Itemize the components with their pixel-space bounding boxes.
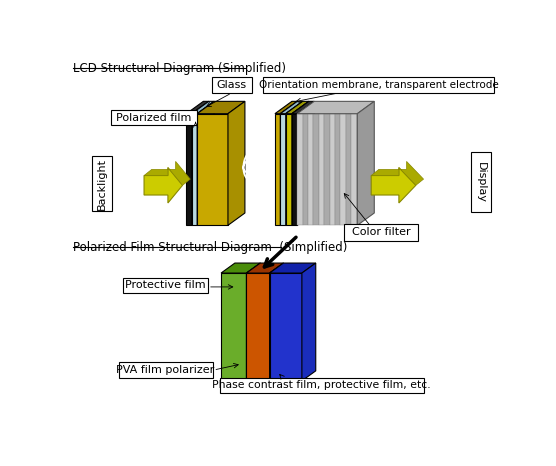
- FancyBboxPatch shape: [123, 278, 208, 293]
- FancyBboxPatch shape: [212, 77, 252, 93]
- Polygon shape: [246, 263, 260, 381]
- Polygon shape: [286, 114, 292, 226]
- Polygon shape: [186, 114, 192, 226]
- FancyBboxPatch shape: [118, 363, 212, 378]
- Polygon shape: [221, 273, 246, 381]
- Polygon shape: [297, 114, 302, 226]
- Polygon shape: [197, 114, 228, 226]
- Polygon shape: [192, 114, 197, 226]
- Polygon shape: [197, 101, 214, 226]
- Text: PVA film polarizer: PVA film polarizer: [116, 365, 215, 375]
- FancyBboxPatch shape: [264, 77, 494, 93]
- Polygon shape: [297, 101, 374, 114]
- Polygon shape: [275, 114, 280, 226]
- FancyBboxPatch shape: [92, 156, 112, 212]
- FancyBboxPatch shape: [344, 224, 418, 241]
- Text: Display: Display: [475, 162, 485, 203]
- Polygon shape: [286, 101, 309, 114]
- Polygon shape: [308, 114, 314, 226]
- Text: Polarized Film Structural Diagram  (Simplified): Polarized Film Structural Diagram (Simpl…: [73, 241, 348, 254]
- Polygon shape: [144, 168, 182, 203]
- FancyBboxPatch shape: [471, 152, 490, 212]
- Polygon shape: [246, 273, 270, 381]
- Polygon shape: [330, 114, 335, 226]
- Polygon shape: [280, 114, 286, 226]
- FancyBboxPatch shape: [220, 378, 424, 393]
- Polygon shape: [192, 101, 208, 226]
- Polygon shape: [292, 101, 314, 114]
- Polygon shape: [356, 114, 358, 226]
- Polygon shape: [246, 263, 284, 273]
- Polygon shape: [270, 263, 284, 381]
- Polygon shape: [335, 114, 340, 226]
- Polygon shape: [319, 114, 324, 226]
- Polygon shape: [186, 101, 208, 114]
- Polygon shape: [228, 101, 245, 226]
- Polygon shape: [297, 101, 314, 226]
- Text: Glass: Glass: [217, 80, 247, 90]
- Polygon shape: [340, 114, 346, 226]
- Text: LCD Structural Diagram (Simplified): LCD Structural Diagram (Simplified): [73, 62, 286, 75]
- Polygon shape: [302, 263, 316, 381]
- Polygon shape: [270, 263, 316, 273]
- Polygon shape: [275, 101, 297, 114]
- Polygon shape: [358, 101, 374, 226]
- Polygon shape: [314, 114, 319, 226]
- Polygon shape: [197, 101, 245, 114]
- Polygon shape: [324, 114, 330, 226]
- Text: Protective film: Protective film: [125, 281, 206, 290]
- Text: Color filter: Color filter: [352, 227, 410, 237]
- Polygon shape: [302, 114, 308, 226]
- FancyBboxPatch shape: [111, 110, 197, 125]
- Polygon shape: [192, 101, 214, 114]
- Text: Backlight: Backlight: [97, 158, 107, 210]
- Polygon shape: [144, 161, 190, 185]
- Polygon shape: [371, 161, 424, 185]
- Text: Phase contrast film, protective film, etc.: Phase contrast film, protective film, et…: [212, 380, 431, 391]
- Polygon shape: [292, 114, 297, 226]
- Polygon shape: [286, 101, 302, 226]
- Text: Orientation membrane, transparent electrode: Orientation membrane, transparent electr…: [259, 80, 499, 90]
- Polygon shape: [280, 101, 302, 114]
- Polygon shape: [292, 101, 309, 226]
- Polygon shape: [351, 114, 356, 226]
- Polygon shape: [270, 273, 302, 381]
- Polygon shape: [280, 101, 297, 226]
- Polygon shape: [221, 263, 260, 273]
- Polygon shape: [346, 114, 351, 226]
- Text: Polarized film: Polarized film: [116, 112, 192, 123]
- Polygon shape: [371, 168, 416, 203]
